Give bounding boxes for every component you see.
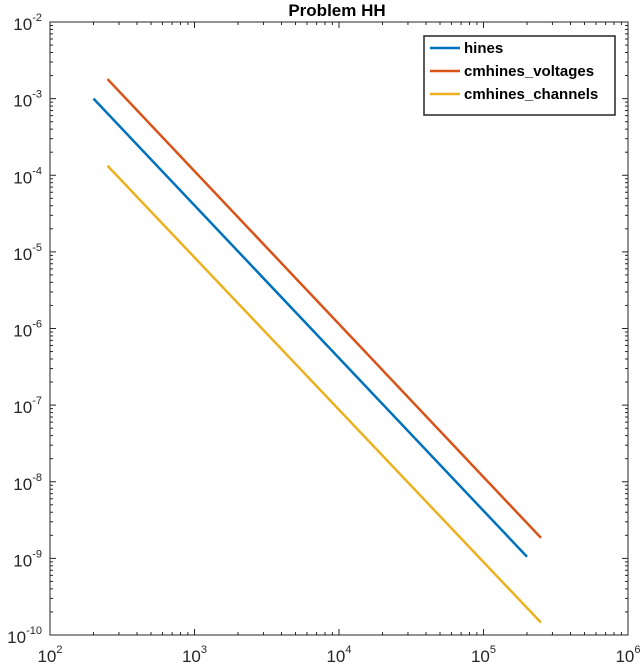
x-tick-exponent: 3	[201, 644, 207, 656]
series-line-hines	[92, 97, 528, 558]
y-tick-exponent: -6	[32, 319, 42, 331]
series-group	[92, 78, 542, 624]
y-tick-exponent: -3	[32, 89, 42, 101]
x-tick-label: 103	[182, 644, 207, 664]
y-tick-label: 10-7	[13, 395, 42, 417]
y-tick-exponent: -5	[32, 242, 42, 254]
x-tick-base: 10	[615, 647, 634, 664]
y-tick-exponent: -7	[32, 395, 42, 407]
x-tick-base: 10	[37, 647, 56, 664]
y-tick-base: 10	[13, 322, 32, 341]
y-tick-exponent: -4	[32, 165, 42, 177]
y-tick-exponent: -8	[32, 472, 42, 484]
y-tick-base: 10	[13, 15, 32, 34]
y-tick-base: 10	[13, 245, 32, 264]
y-tick-exponent: -2	[32, 12, 42, 24]
legend-label: cmhines_voltages	[464, 63, 594, 80]
axis-ticks: 102 103 104 105 10610-210-310-410-510-610-71…	[7, 12, 640, 664]
y-tick-label: 10-8	[13, 472, 42, 494]
legend-label: hines	[464, 40, 503, 57]
x-tick-exponent: 5	[490, 644, 496, 656]
legend: hines cmhines_voltages cmhines_channels	[423, 35, 616, 116]
plot-area	[49, 21, 629, 636]
x-tick-base: 10	[182, 647, 201, 664]
series-line-cmhines-channels	[106, 164, 542, 624]
y-tick-exponent: -10	[26, 625, 42, 637]
x-tick-label: 102	[37, 644, 62, 664]
chart-title: Problem HH	[288, 1, 385, 20]
x-tick-label: 105	[471, 644, 496, 664]
y-tick-base: 10	[13, 92, 32, 111]
y-tick-base: 10	[13, 475, 32, 494]
x-tick-exponent: 4	[345, 644, 351, 656]
y-tick-label: 10-5	[13, 242, 42, 264]
x-tick-label: 104	[326, 644, 351, 664]
y-tick-label: 10-2	[13, 12, 42, 34]
series-line-cmhines-voltages	[106, 78, 542, 539]
y-tick-label: 10-10	[7, 625, 42, 647]
y-tick-base: 10	[13, 168, 32, 187]
x-tick-exponent: 2	[56, 644, 62, 656]
y-tick-label: 10-6	[13, 319, 42, 341]
y-tick-base: 10	[7, 628, 26, 647]
y-tick-label: 10-3	[13, 89, 42, 111]
x-tick-base: 10	[471, 647, 490, 664]
y-tick-base: 10	[13, 398, 32, 417]
x-tick-base: 10	[326, 647, 345, 664]
x-tick-label: 106	[615, 644, 640, 664]
x-tick-exponent: 6	[634, 644, 640, 656]
y-tick-exponent: -9	[32, 548, 42, 560]
y-tick-base: 10	[13, 551, 32, 570]
y-tick-label: 10-9	[13, 548, 42, 570]
legend-label: cmhines_channels	[464, 86, 598, 103]
y-tick-label: 10-4	[13, 165, 42, 187]
